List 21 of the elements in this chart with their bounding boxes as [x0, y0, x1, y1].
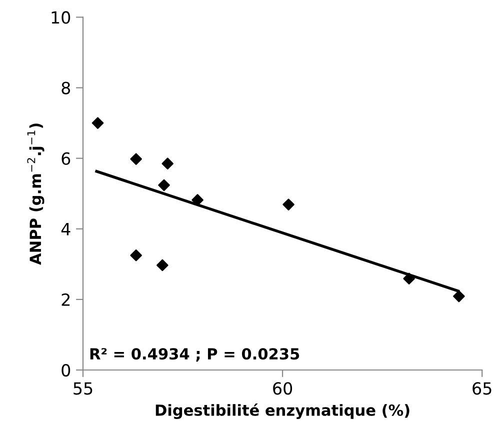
y-tick-label: 4 — [61, 223, 70, 236]
point — [453, 290, 465, 302]
y-tick-label: 6 — [62, 152, 70, 165]
x-tick-label: 60 — [273, 382, 292, 395]
y-tick-label: 2 — [62, 293, 70, 306]
x-tick-label: 55 — [74, 382, 92, 395]
y-tick-label: 8 — [62, 82, 70, 94]
point — [403, 272, 415, 285]
point — [130, 153, 142, 165]
point — [92, 117, 104, 129]
point — [156, 259, 168, 272]
x-axis-title: Digestibilité enzymatique (%) — [156, 403, 410, 420]
point — [282, 198, 294, 210]
y-tick-label: 0 — [62, 364, 70, 377]
y-tick-label: 10 — [52, 11, 70, 24]
point — [130, 249, 142, 262]
x-tick-label: 65 — [472, 382, 492, 395]
point — [158, 179, 170, 192]
annotation: R² = 0.4934 ; P = 0.0235 — [90, 348, 300, 362]
point — [162, 158, 174, 170]
y-axis-title: ANPP (g.m$^{−2}$.j$^{−1}$) — [27, 124, 44, 265]
